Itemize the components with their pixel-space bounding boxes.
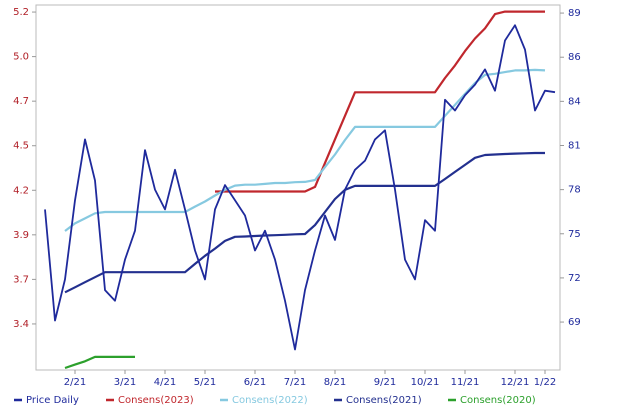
- x-tick-label: 12/21: [501, 377, 530, 388]
- plot-frame: [35, 4, 561, 371]
- legend-label: Consens(2020): [460, 395, 536, 406]
- series-line: [64, 68, 546, 232]
- y2-tick-label: 84: [568, 96, 581, 107]
- x-tick-label: 10/21: [411, 377, 440, 388]
- x-tick-label: 7/21: [284, 377, 306, 388]
- y-tick-label: 3.7: [13, 274, 29, 285]
- x-tick-label: 6/21: [244, 377, 266, 388]
- y2-tick-label: 89: [568, 8, 581, 19]
- x-tick-label: 8/21: [324, 377, 346, 388]
- series-line: [215, 10, 545, 193]
- x-tick-label: 3/21: [114, 377, 136, 388]
- y-tick-label: 4.7: [13, 96, 29, 107]
- series-line: [64, 151, 545, 294]
- y2-tick-label: 75: [568, 229, 581, 240]
- x-tick-label: 4/21: [154, 377, 176, 388]
- y2-tick-label: 86: [568, 52, 581, 63]
- series-line: [64, 355, 135, 370]
- y2-tick-label: 78: [568, 185, 581, 196]
- legend-label: Consens(2021): [346, 395, 422, 406]
- legend-label: Consens(2022): [232, 395, 308, 406]
- legend-label: Price Daily: [26, 395, 79, 406]
- legend-label: Consens(2023): [118, 395, 194, 406]
- x-tick-label: 9/21: [374, 377, 396, 388]
- x-tick-label: 5/21: [194, 377, 216, 388]
- y2-tick-label: 69: [568, 317, 581, 328]
- x-tick-label: 11/21: [451, 377, 480, 388]
- y-tick-label: 5.2: [13, 7, 29, 18]
- y-tick-label: 4.5: [13, 141, 29, 152]
- x-tick-label: 1/22: [534, 377, 556, 388]
- y-tick-label: 3.9: [13, 230, 29, 241]
- series-line: [44, 24, 556, 351]
- y-tick-label: 5.0: [13, 52, 29, 63]
- y2-tick-label: 72: [568, 273, 581, 284]
- y2-tick-label: 81: [568, 140, 581, 151]
- x-tick-label: 2/21: [64, 377, 86, 388]
- y-tick-label: 3.4: [13, 319, 29, 330]
- y-tick-label: 4.2: [13, 185, 29, 196]
